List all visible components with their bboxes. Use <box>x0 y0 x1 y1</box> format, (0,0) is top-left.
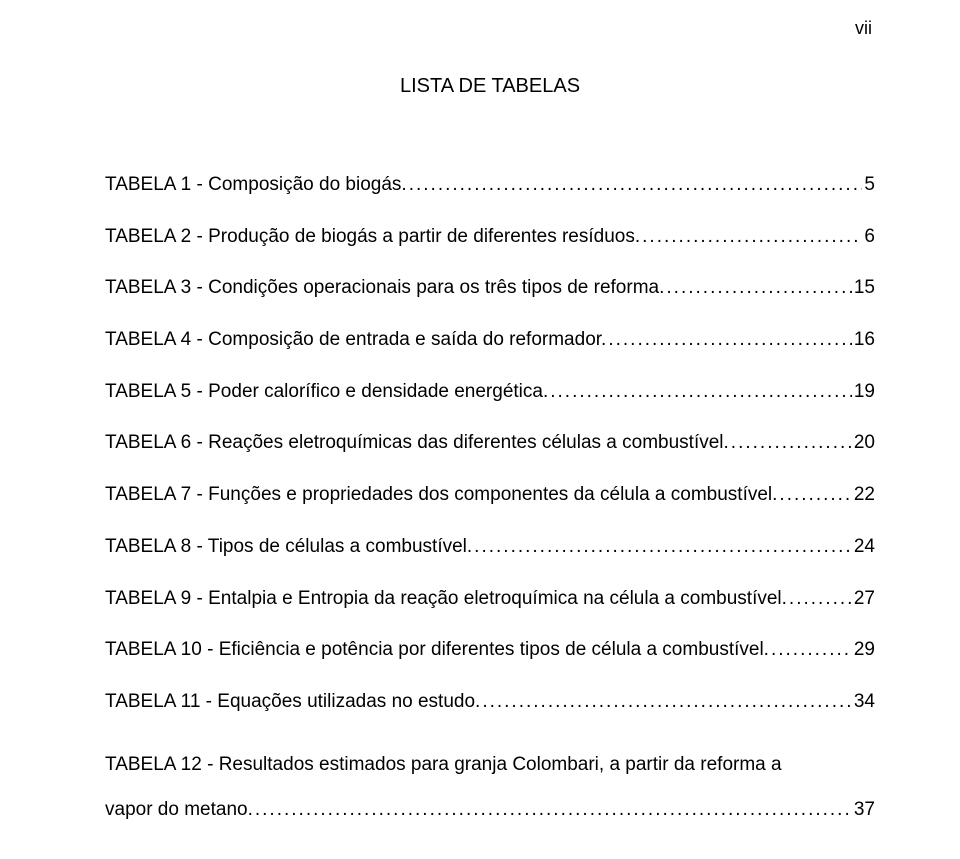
entry-text: TABELA 1 - Composição do biogás. <box>105 173 407 198</box>
leader-dots <box>482 690 852 715</box>
toc-entry: TABELA 11 - Equações utilizadas no estud… <box>105 690 875 715</box>
toc-entry: TABELA 4 - Composição de entrada e saída… <box>105 328 875 353</box>
entry-page: 16 <box>854 328 875 353</box>
entry-page: 34 <box>854 690 875 715</box>
toc-entry: TABELA 12 - Resultados estimados para gr… <box>105 742 875 833</box>
entry-text: TABELA 4 - Composição de entrada e saída… <box>105 328 606 353</box>
entry-page: 22 <box>854 483 875 508</box>
entry-page: 19 <box>854 380 875 405</box>
page-title: LISTA DE TABELAS <box>105 75 875 98</box>
entry-text: TABELA 3 - Condições operacionais para o… <box>105 276 664 301</box>
toc-entry: TABELA 1 - Composição do biogás. 5 <box>105 173 875 198</box>
entry-page: 29 <box>854 638 875 663</box>
leader-dots <box>666 276 851 301</box>
toc-entry: TABELA 8 - Tipos de células a combustíve… <box>105 535 875 560</box>
entry-text: TABELA 5 - Poder calorífico e densidade … <box>105 380 548 405</box>
entry-text: TABELA 8 - Tipos de células a combustíve… <box>105 535 472 560</box>
entry-text-line1: TABELA 12 - Resultados estimados para gr… <box>105 742 875 788</box>
leader-dots <box>409 173 863 198</box>
entry-text: TABELA 7 - Funções e propriedades dos co… <box>105 483 777 508</box>
entry-text-line2: vapor do metano. <box>105 787 253 833</box>
toc-entry: TABELA 10 - Eficiência e potência por di… <box>105 638 875 663</box>
toc-entry: TABELA 6 - Reações eletroquímicas das di… <box>105 431 875 456</box>
leader-dots <box>608 328 852 353</box>
entry-text: TABELA 9 - Entalpia e Entropia da reação… <box>105 587 787 612</box>
page-number: vii <box>855 18 872 39</box>
entry-page: 27 <box>854 587 875 612</box>
leader-dots <box>642 225 862 250</box>
entry-text: TABELA 6 - Reações eletroquímicas das di… <box>105 431 729 456</box>
toc-entry: TABELA 5 - Poder calorífico e densidade … <box>105 380 875 405</box>
entry-page: 6 <box>864 225 875 250</box>
leader-dots <box>731 431 852 456</box>
entry-text: TABELA 10 - Eficiência e potência por di… <box>105 638 769 663</box>
toc-entry: TABELA 2 - Produção de biogás a partir d… <box>105 225 875 250</box>
toc-entry: TABELA 9 - Entalpia e Entropia da reação… <box>105 587 875 612</box>
entry-page: 37 <box>854 787 875 833</box>
entry-page: 15 <box>854 276 875 301</box>
entry-text: TABELA 11 - Equações utilizadas no estud… <box>105 690 480 715</box>
leader-dots <box>771 638 852 663</box>
leader-dots <box>474 535 852 560</box>
entry-page: 24 <box>854 535 875 560</box>
leader-dots <box>550 380 852 405</box>
leader-dots <box>789 587 852 612</box>
entry-page: 5 <box>864 173 875 198</box>
entry-page: 20 <box>854 431 875 456</box>
entry-text: TABELA 2 - Produção de biogás a partir d… <box>105 225 640 250</box>
leader-dots <box>779 483 851 508</box>
toc-entry: TABELA 7 - Funções e propriedades dos co… <box>105 483 875 508</box>
toc-entry: TABELA 3 - Condições operacionais para o… <box>105 276 875 301</box>
leader-dots <box>255 787 852 833</box>
